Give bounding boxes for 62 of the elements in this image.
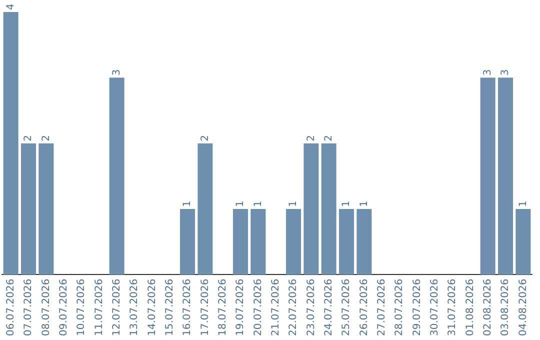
bar bbox=[356, 209, 372, 275]
bar bbox=[3, 12, 18, 275]
x-tick-label: 11.07.2026 bbox=[94, 278, 105, 336]
x-tick-label: 04.08.2026 bbox=[518, 278, 529, 336]
x-tick-label: 21.07.2026 bbox=[270, 278, 282, 336]
x-tick-label: 14.07.2026 bbox=[146, 278, 158, 336]
x-tick-label: 24.07.2026 bbox=[323, 278, 334, 336]
x-tick-label: 27.07.2026 bbox=[376, 278, 388, 336]
bar bbox=[232, 209, 248, 275]
x-tick-label: 06.07.2026 bbox=[5, 278, 16, 336]
x-tick-label: 09.07.2026 bbox=[58, 278, 70, 336]
bar bbox=[38, 143, 54, 275]
data-label: 1 bbox=[235, 200, 246, 208]
bar bbox=[20, 143, 36, 275]
bar bbox=[250, 209, 266, 275]
bar bbox=[109, 78, 124, 275]
bar bbox=[498, 78, 514, 275]
data-label: 1 bbox=[182, 200, 194, 208]
x-tick-label: 23.07.2026 bbox=[306, 278, 317, 336]
x-tick-label: 17.07.2026 bbox=[200, 278, 211, 336]
data-label: 1 bbox=[518, 200, 529, 208]
data-label: 1 bbox=[341, 200, 352, 208]
data-label: 1 bbox=[288, 200, 300, 208]
x-tick-label: 08.07.2026 bbox=[40, 278, 52, 336]
x-tick-label: 31.07.2026 bbox=[447, 278, 458, 336]
x-tick-label: 26.07.2026 bbox=[358, 278, 370, 336]
x-tick-label: 10.07.2026 bbox=[76, 278, 88, 336]
x-tick-label: 20.07.2026 bbox=[252, 278, 264, 336]
bar bbox=[180, 209, 196, 275]
data-label: 3 bbox=[500, 69, 512, 76]
x-tick-label: 28.07.2026 bbox=[394, 278, 406, 336]
bar bbox=[321, 143, 336, 275]
data-label: 3 bbox=[482, 69, 494, 76]
x-tick-label: 02.08.2026 bbox=[482, 278, 494, 336]
data-label: 1 bbox=[358, 200, 370, 208]
x-tick-label: 19.07.2026 bbox=[235, 278, 246, 336]
x-tick-label: 22.07.2026 bbox=[288, 278, 300, 336]
bar bbox=[516, 209, 531, 275]
x-tick-label: 07.07.2026 bbox=[23, 278, 34, 336]
x-tick-label: 29.07.2026 bbox=[412, 278, 423, 336]
bar bbox=[480, 78, 496, 275]
x-tick-label: 16.07.2026 bbox=[182, 278, 194, 336]
data-label: 2 bbox=[306, 134, 317, 142]
data-label: 1 bbox=[252, 200, 264, 208]
data-label: 2 bbox=[23, 134, 34, 142]
data-label: 2 bbox=[323, 134, 334, 142]
x-tick-label: 03.08.2026 bbox=[500, 278, 512, 336]
x-tick-label: 25.07.2026 bbox=[341, 278, 352, 336]
x-tick-label: 18.07.2026 bbox=[217, 278, 228, 336]
data-label: 2 bbox=[40, 134, 52, 142]
bar bbox=[198, 143, 213, 275]
x-tick-label: 12.07.2026 bbox=[111, 278, 122, 336]
x-tick-label: 13.07.2026 bbox=[129, 278, 140, 336]
bar bbox=[286, 209, 302, 275]
data-label: 4 bbox=[5, 4, 16, 10]
data-label: 2 bbox=[200, 134, 211, 142]
data-label: 3 bbox=[111, 69, 122, 76]
bar bbox=[304, 143, 319, 275]
bar bbox=[338, 209, 354, 275]
x-tick-label: 01.08.2026 bbox=[464, 278, 476, 336]
x-tick-label: 15.07.2026 bbox=[164, 278, 176, 336]
x-tick-label: 30.07.2026 bbox=[429, 278, 440, 336]
